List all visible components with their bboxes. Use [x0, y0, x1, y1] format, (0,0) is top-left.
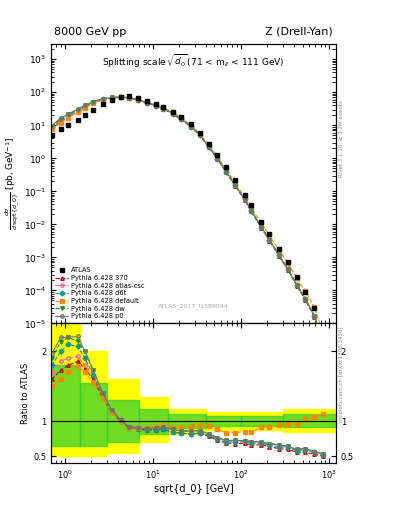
X-axis label: sqrt{d_0} [GeV]: sqrt{d_0} [GeV] [154, 483, 233, 494]
Y-axis label: $\frac{d\sigma}{d\,\mathrm{sqrt}\{d\_0\}}\ [\mathrm{pb,GeV}^{-1}]$: $\frac{d\sigma}{d\,\mathrm{sqrt}\{d\_0\}… [4, 137, 22, 230]
Text: 8000 GeV pp: 8000 GeV pp [54, 27, 126, 36]
Y-axis label: Ratio to ATLAS: Ratio to ATLAS [21, 363, 30, 424]
Text: Rivet 3.1.10; ≥ 3.2M events: Rivet 3.1.10; ≥ 3.2M events [339, 100, 344, 177]
Text: Splitting scale$\,\sqrt{d_0}\,$(71 < m$_{ll}$ < 111 GeV): Splitting scale$\,\sqrt{d_0}\,$(71 < m$_… [102, 53, 285, 70]
Text: mcplots.cern.ch [arXiv:1306.3436]: mcplots.cern.ch [arXiv:1306.3436] [339, 326, 344, 421]
Legend: ATLAS, Pythia 6.428 370, Pythia 6.428 atlas-csc, Pythia 6.428 d6t, Pythia 6.428 : ATLAS, Pythia 6.428 370, Pythia 6.428 at… [53, 265, 147, 322]
Text: Z (Drell-Yan): Z (Drell-Yan) [265, 27, 333, 36]
Text: ATLAS_2017_I1589844: ATLAS_2017_I1589844 [158, 304, 229, 309]
